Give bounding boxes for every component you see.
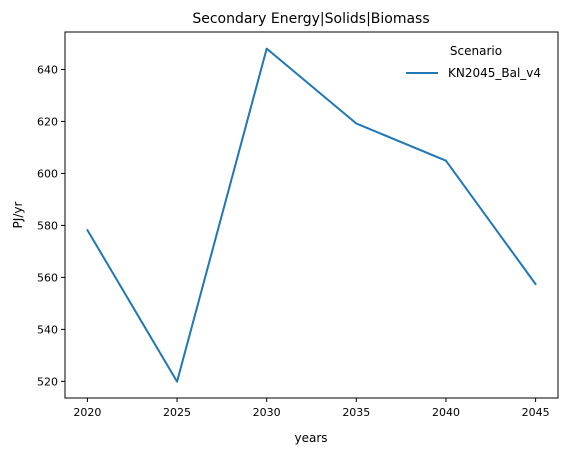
y-axis: 520 540 560 580 600 620 640 [37, 63, 65, 388]
x-tick-label: 2045 [522, 406, 550, 419]
x-tick-label: 2040 [432, 406, 460, 419]
y-tick-label: 580 [37, 219, 58, 232]
y-tick-label: 560 [37, 271, 58, 284]
y-tick-label: 620 [37, 115, 58, 128]
x-tick-label: 2035 [342, 406, 370, 419]
y-tick-label: 600 [37, 167, 58, 180]
x-axis-label: years [294, 431, 327, 445]
x-tick-label: 2025 [163, 406, 191, 419]
y-tick-label: 540 [37, 323, 58, 336]
x-tick-label: 2020 [73, 406, 101, 419]
x-tick-label: 2030 [253, 406, 281, 419]
y-axis-label: PJ/yr [11, 202, 25, 229]
legend-label-kn2045-bal-v4: KN2045_Bal_v4 [448, 66, 541, 80]
legend-title: Scenario [450, 44, 502, 58]
chart-title: Secondary Energy|Solids|Biomass [192, 11, 429, 27]
series-line-kn2045-bal-v4 [87, 49, 535, 382]
series-layer [87, 49, 535, 382]
legend: Scenario KN2045_Bal_v4 [406, 44, 541, 80]
x-axis: 2020 2025 2030 2035 2040 2045 [73, 398, 549, 419]
y-tick-label: 640 [37, 63, 58, 76]
y-tick-label: 520 [37, 375, 58, 388]
